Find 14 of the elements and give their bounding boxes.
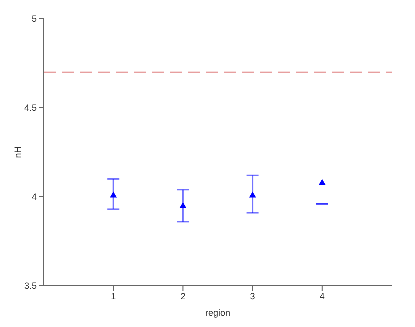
y-tick-label: 4 xyxy=(32,192,37,202)
point xyxy=(249,192,256,198)
point xyxy=(318,179,326,186)
y-tick-label: 5 xyxy=(32,14,37,24)
x-tick-label: 1 xyxy=(111,291,116,302)
y-axis-title: nH xyxy=(13,146,24,158)
point xyxy=(180,202,187,208)
y-tick-label: 4.5 xyxy=(24,103,37,114)
x-axis-title: region xyxy=(205,308,231,318)
point xyxy=(110,192,118,198)
x-tick-label: 4 xyxy=(320,291,325,302)
x-tick-label: 3 xyxy=(250,291,256,302)
y-tick-label: 3.5 xyxy=(24,281,37,292)
x-tick-label: 2 xyxy=(180,291,186,302)
